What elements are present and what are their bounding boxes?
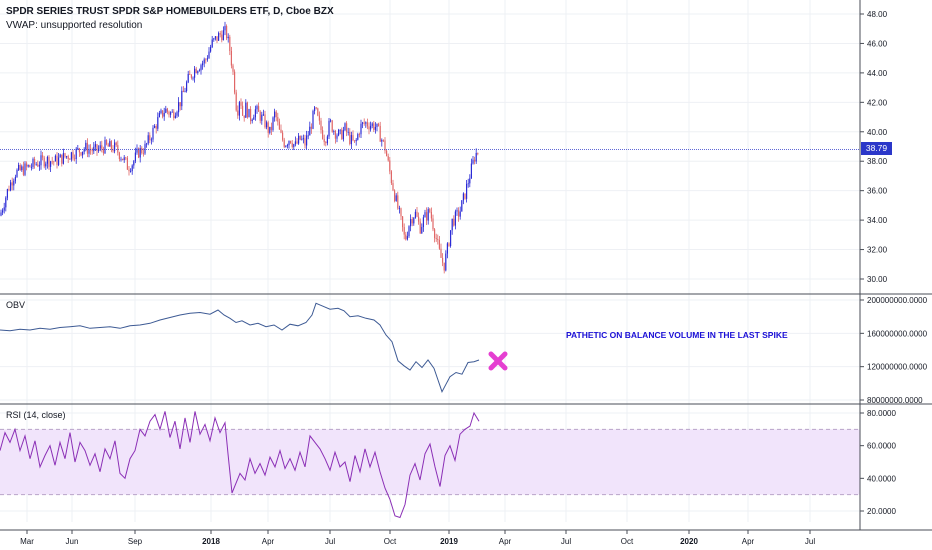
x-tick-label: Oct (384, 537, 397, 546)
rsi-band (0, 429, 860, 495)
price-y-tick: 32.00 (867, 246, 888, 255)
x-marker-icon (488, 351, 508, 371)
chart-title: SPDR SERIES TRUST SPDR S&P HOMEBUILDERS … (6, 6, 334, 17)
x-tick-label: Jul (561, 537, 571, 546)
obv-y-tick: 200000000.0000 (867, 296, 928, 305)
rsi-series-line (0, 411, 480, 519)
x-tick-label: Sep (128, 537, 143, 546)
rsi-band-lines (0, 428, 860, 496)
price-y-tick: 48.00 (867, 10, 888, 19)
obv-y-tick: 80000000.0000 (867, 396, 923, 405)
y-axis-labels: 48.00 46.00 44.00 42.00 40.00 38.00 36.00 34.00… (860, 10, 928, 516)
x-tick-label: Jun (66, 537, 79, 546)
rsi-y-tick: 60.0000 (867, 442, 896, 451)
x-tick-label: Jul (325, 537, 335, 546)
last-price-badge: 38.79 (861, 142, 892, 155)
price-y-tick: 46.00 (867, 39, 888, 48)
price-y-tick: 34.00 (867, 216, 888, 225)
x-tick-label: 2019 (440, 537, 458, 546)
rsi-y-tick: 20.0000 (867, 507, 896, 516)
obv-y-tick: 120000000.0000 (867, 363, 928, 372)
obv-series-line (0, 302, 480, 393)
chart-axes (0, 0, 932, 531)
x-tick-label: Apr (499, 537, 512, 546)
rsi-label: RSI (14, close) (6, 410, 66, 420)
annotation-text: PATHETIC ON BALANCE VOLUME IN THE LAST S… (566, 330, 788, 340)
x-tick-label: Mar (20, 537, 34, 546)
rsi-y-tick: 40.0000 (867, 474, 896, 483)
x-tick-label: 2018 (202, 537, 220, 546)
price-y-tick: 36.00 (867, 187, 888, 196)
x-tick-label: Apr (262, 537, 275, 546)
price-y-tick: 42.00 (867, 98, 888, 107)
obv-label: OBV (6, 300, 26, 310)
price-y-tick: 40.00 (867, 128, 888, 137)
obv-y-tick: 160000000.0000 (867, 329, 928, 338)
x-tick-label: Jul (805, 537, 815, 546)
vwap-label: VWAP: unsupported resolution (6, 20, 143, 31)
x-tick-label: Apr (742, 537, 755, 546)
price-y-tick: 30.00 (867, 275, 888, 284)
x-axis-labels: Mar Jun Sep 2018 Apr Jul Oct 2019 Apr Jul Oct 2020 A… (20, 530, 815, 546)
price-candles (0, 21, 479, 274)
x-tick-label: Oct (621, 537, 634, 546)
price-y-tick: 44.00 (867, 69, 888, 78)
rsi-y-tick: 80.0000 (867, 409, 896, 418)
price-y-tick: 38.00 (867, 157, 888, 166)
x-tick-label: 2020 (680, 537, 698, 546)
